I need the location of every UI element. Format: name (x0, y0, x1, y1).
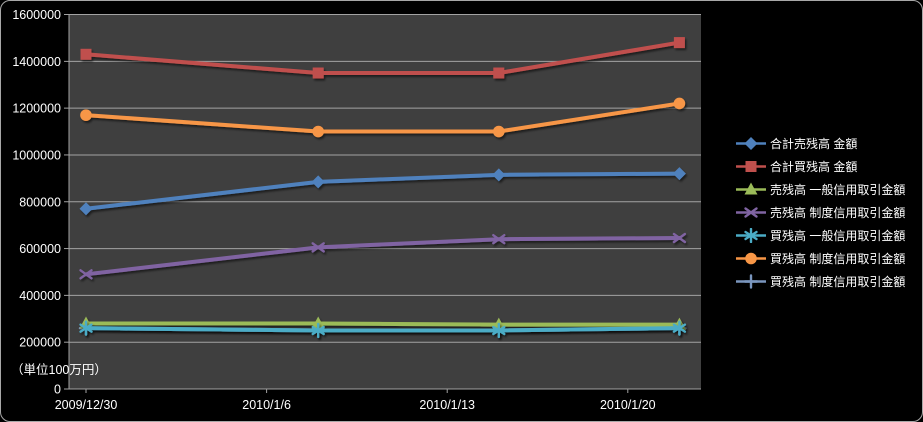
legend-marker-icon (736, 161, 766, 172)
legend-label: 合計買残高 金額 (770, 159, 858, 174)
legend-marker-icon (736, 252, 766, 265)
x-axis-label: 2009/12/30 (55, 398, 118, 412)
series-line (84, 101, 682, 134)
legend-item: 合計売残高 金額 (735, 132, 905, 155)
legend-marker-icon (736, 137, 766, 150)
legend-item: 買残高 制度信用取引金額 (735, 270, 905, 293)
legend-label: 売残高 一般信用取引金額 (770, 182, 906, 197)
x-axis-label: 2010/1/13 (419, 398, 475, 412)
legend-label: 売残高 制度信用取引金額 (770, 205, 906, 220)
series-line (84, 321, 682, 327)
series-asterisk (79, 320, 687, 339)
series-line (84, 171, 682, 211)
y-axis-label: 1000000 (12, 148, 61, 162)
series-x (79, 232, 687, 280)
legend-label: 買残高 一般信用取引金額 (770, 228, 906, 243)
y-axis-label: 200000 (19, 336, 61, 350)
unit-note: （単位100万円） (11, 363, 107, 377)
y-axis-label: 800000 (19, 195, 61, 209)
legend-marker-icon (736, 182, 766, 195)
y-axis-label: 1200000 (12, 102, 61, 116)
series-diamond (79, 167, 686, 216)
legend-label: 買残高 制度信用取引金額 (770, 251, 906, 266)
legend-label: 合計売残高 金額 (770, 136, 858, 151)
legend-item: 売残高 制度信用取引金額 (735, 201, 905, 224)
legend-item: 買残高 一般信用取引金額 (735, 224, 905, 247)
x-axis-label: 2010/1/6 (242, 398, 291, 412)
series-square (80, 37, 685, 79)
series-circle (80, 97, 686, 138)
legend-item: 買残高 制度信用取引金額 (735, 247, 905, 270)
legend-item: 売残高 一般信用取引金額 (735, 178, 905, 201)
chart-legend: 合計売残高 金額 合計買残高 金額売残高 一般信用取引金額 売残高 制度信用取引金額… (735, 132, 905, 293)
legend-marker-icon (736, 228, 766, 243)
legend-marker-icon (736, 274, 766, 289)
y-axis-label: 400000 (19, 289, 61, 303)
series-line (84, 236, 682, 277)
legend-item: 合計買残高 金額 (735, 155, 905, 178)
legend-marker-icon (736, 207, 766, 218)
y-axis-label: 1400000 (12, 55, 61, 69)
y-axis-label: 600000 (19, 242, 61, 256)
legend-label: 買残高 制度信用取引金額 (770, 274, 906, 289)
x-axis-label: 2010/1/20 (600, 398, 656, 412)
y-axis-label: 0 (54, 383, 61, 397)
series-line (84, 40, 682, 76)
y-axis-label: 1600000 (12, 8, 61, 22)
series-line (84, 326, 682, 333)
